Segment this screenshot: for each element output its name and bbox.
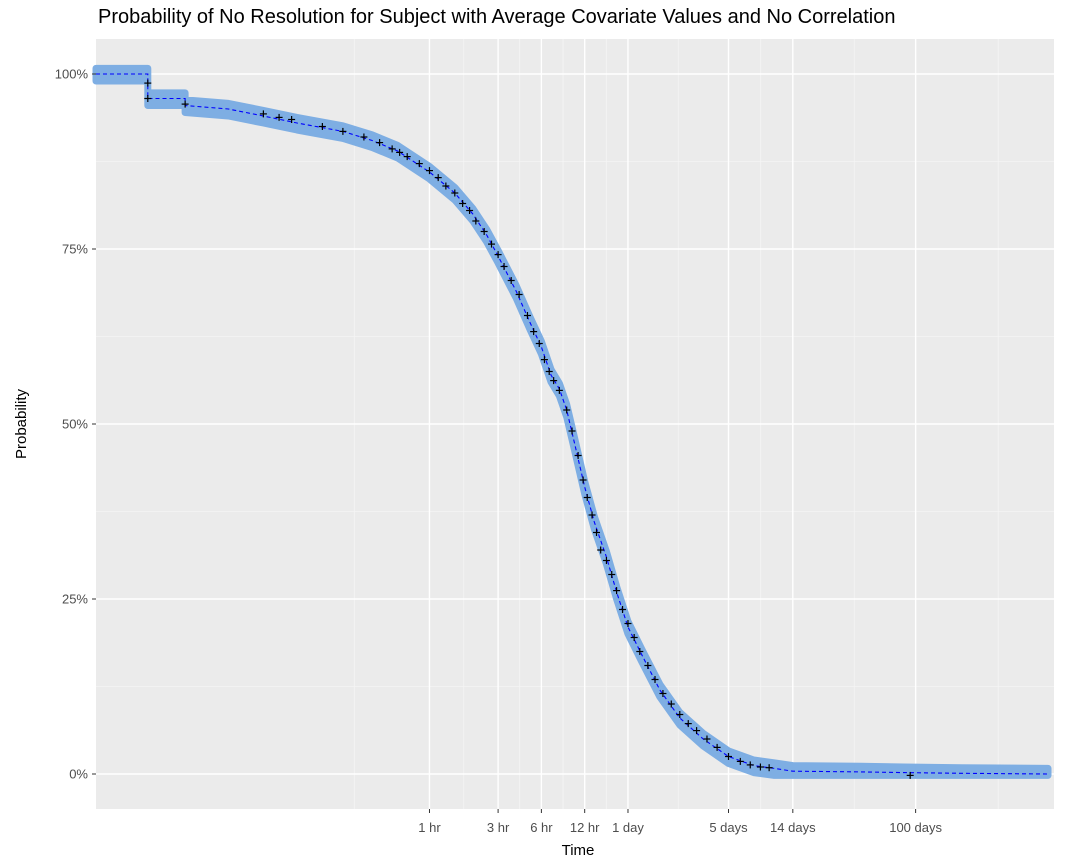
chart-title: Probability of No Resolution for Subject… xyxy=(98,6,896,28)
censor-mark xyxy=(765,764,773,772)
x-tick-label: 6 hr xyxy=(530,820,553,835)
censor-mark xyxy=(535,340,543,347)
censor-mark xyxy=(636,648,644,655)
censor-mark xyxy=(472,217,480,225)
x-tick-label: 1 day xyxy=(612,820,644,835)
censor-marks xyxy=(144,79,914,779)
censor-mark xyxy=(746,761,754,769)
y-tick-label: 50% xyxy=(62,417,88,432)
censor-mark xyxy=(703,735,711,743)
series-layer xyxy=(92,64,1052,779)
censor-mark xyxy=(630,634,638,641)
censor-mark xyxy=(515,291,523,298)
censor-mark xyxy=(583,494,591,501)
censor-mark xyxy=(415,160,423,168)
censor-mark xyxy=(144,95,152,102)
censor-mark xyxy=(545,368,553,375)
x-axis: 1 hr 3 hr 6 hr 12 hr 1 day 5 days 14 days 100 d… xyxy=(418,809,942,835)
censor-mark xyxy=(451,189,459,197)
censor-mark xyxy=(466,207,474,214)
censor-mark xyxy=(624,620,632,627)
censor-mark xyxy=(480,228,488,235)
censor-mark xyxy=(555,386,563,394)
censor-mark xyxy=(574,452,582,459)
censor-mark xyxy=(593,529,601,536)
censor-mark xyxy=(906,771,914,779)
censor-mark xyxy=(602,557,610,564)
censor-mark xyxy=(494,251,502,259)
confidence-band xyxy=(92,64,1052,779)
y-axis: 0% 25% 50% 75% 100% xyxy=(55,67,96,782)
censor-mark xyxy=(736,757,744,765)
censor-mark xyxy=(507,277,515,284)
y-axis-title: Probability xyxy=(13,388,30,459)
censor-mark xyxy=(676,711,684,718)
censor-mark xyxy=(563,406,571,414)
censor-mark xyxy=(568,427,576,435)
x-axis-title: Time xyxy=(562,842,595,859)
censor-mark xyxy=(144,79,152,87)
censor-mark xyxy=(550,377,558,385)
censor-mark xyxy=(500,263,508,270)
censor-mark xyxy=(488,240,496,248)
censor-mark xyxy=(725,753,733,760)
censor-mark xyxy=(434,174,442,182)
censor-mark xyxy=(425,167,433,175)
censor-mark xyxy=(396,148,404,156)
survival-curve xyxy=(96,73,1049,775)
censor-mark xyxy=(318,123,326,130)
censor-mark xyxy=(756,763,764,771)
censor-mark xyxy=(597,546,605,554)
censor-mark xyxy=(619,606,627,613)
x-tick-label: 1 hr xyxy=(418,820,441,835)
censor-mark xyxy=(530,328,538,336)
censor-mark xyxy=(403,153,411,161)
y-tick-label: 25% xyxy=(62,592,88,607)
censor-mark xyxy=(523,312,531,319)
censor-mark xyxy=(259,110,267,118)
y-tick-label: 0% xyxy=(69,767,88,782)
censor-mark xyxy=(181,100,189,108)
x-tick-label: 100 days xyxy=(889,820,942,835)
censor-mark xyxy=(667,700,675,708)
censor-mark xyxy=(644,662,652,669)
censor-mark xyxy=(459,200,467,207)
censor-mark xyxy=(613,587,621,595)
x-tick-label: 12 hr xyxy=(570,820,600,835)
censor-mark xyxy=(376,139,384,147)
censor-mark xyxy=(388,145,396,153)
censor-mark xyxy=(659,690,667,697)
censor-mark xyxy=(579,476,587,484)
y-tick-label: 100% xyxy=(55,67,89,82)
x-tick-label: 14 days xyxy=(770,820,816,835)
x-tick-label: 5 days xyxy=(709,820,748,835)
censor-mark xyxy=(588,511,596,519)
censor-mark xyxy=(288,116,296,123)
censor-mark xyxy=(693,727,701,735)
y-tick-label: 75% xyxy=(62,242,88,257)
censor-mark xyxy=(651,676,659,683)
censor-mark xyxy=(360,133,368,141)
censor-mark xyxy=(339,127,347,135)
censor-mark xyxy=(540,356,548,364)
censor-mark xyxy=(275,113,283,121)
censor-mark xyxy=(608,571,616,578)
censor-mark xyxy=(713,743,721,751)
censor-mark xyxy=(442,182,450,190)
x-tick-label: 3 hr xyxy=(487,820,510,835)
censor-mark xyxy=(684,720,692,728)
